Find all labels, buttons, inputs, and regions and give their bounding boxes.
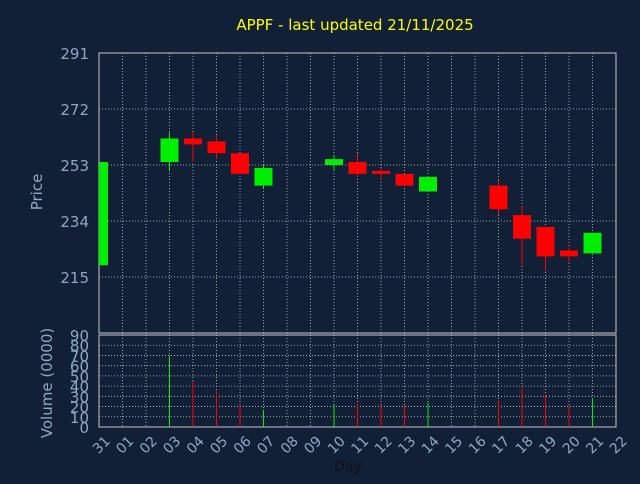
x-tick-label: 13 — [395, 433, 419, 457]
candle-body — [513, 215, 531, 239]
candle-body — [372, 170, 390, 174]
candle — [160, 132, 179, 171]
candle — [560, 247, 578, 263]
candle — [348, 153, 367, 177]
candle — [184, 132, 202, 163]
price-tick-label: 272 — [60, 101, 89, 119]
x-tick-label: 03 — [160, 433, 184, 457]
volume-axis-label: Volume (0000) — [38, 328, 56, 438]
x-tick-label: 18 — [513, 433, 537, 457]
volume-tick-label: 40 — [70, 378, 89, 396]
candle-body — [348, 162, 367, 174]
x-tick-label: 11 — [348, 433, 372, 457]
volume-tick-label: 20 — [70, 399, 89, 417]
x-tick-label: 07 — [254, 433, 278, 457]
candle-body — [325, 159, 343, 165]
volume-tick-label: 70 — [70, 347, 89, 365]
x-tick-label: 06 — [231, 433, 255, 457]
candle-body — [231, 153, 249, 174]
x-tick-label: 21 — [583, 433, 607, 457]
candle — [419, 176, 437, 192]
x-tick-label: 04 — [184, 433, 208, 457]
volume-tick-label: 60 — [70, 358, 89, 376]
chart-title: APPF - last updated 21/11/2025 — [236, 16, 473, 34]
volume-tick-label: 90 — [70, 327, 89, 345]
volume-tick-label: 30 — [70, 388, 89, 406]
x-tick-label: 31 — [90, 433, 114, 457]
volume-tick-label: 50 — [70, 368, 89, 386]
candle-body — [160, 138, 179, 163]
volume-tick-label: 10 — [70, 409, 89, 427]
price-tick-label: 215 — [60, 269, 89, 287]
price-axis-label: Price — [28, 174, 46, 211]
candle-body — [489, 185, 508, 210]
candle — [254, 165, 273, 189]
x-tick-label: 16 — [466, 433, 490, 457]
x-tick-label: 05 — [207, 433, 231, 457]
candle-body — [254, 167, 273, 186]
x-tick-label: 14 — [419, 433, 443, 457]
candle — [99, 162, 108, 266]
x-axis-label: Day — [334, 459, 362, 475]
candle-body — [184, 138, 202, 145]
candle — [536, 226, 555, 272]
candle — [583, 232, 602, 254]
price-tick-label: 291 — [60, 45, 89, 63]
x-tick-label: 20 — [560, 433, 584, 457]
x-tick-label: 22 — [607, 433, 631, 457]
price-tick-label: 253 — [60, 157, 89, 175]
candle-body — [419, 176, 437, 192]
x-tick-label: 09 — [301, 433, 325, 457]
x-tick-label: 15 — [442, 433, 466, 457]
x-tick-label: 02 — [137, 433, 161, 457]
candle-body — [99, 162, 108, 266]
x-tick-label: 12 — [372, 433, 396, 457]
candle-body — [560, 250, 578, 257]
candle — [513, 206, 531, 266]
candle — [325, 156, 343, 171]
volume-tick-label: 0 — [79, 419, 89, 437]
candle-body — [207, 141, 226, 154]
x-tick-label: 08 — [278, 433, 302, 457]
candle — [207, 135, 226, 160]
candle-body — [583, 232, 602, 254]
x-tick-label: 19 — [536, 433, 560, 457]
x-tick-label: 01 — [113, 433, 137, 457]
x-tick-label: 17 — [489, 433, 513, 457]
x-tick-label: 10 — [325, 433, 349, 457]
candle — [231, 153, 249, 174]
candle — [372, 167, 390, 180]
volume-tick-label: 80 — [70, 337, 89, 355]
candle — [395, 173, 414, 186]
candle-body — [536, 226, 555, 257]
price-tick-label: 234 — [60, 213, 89, 231]
candle — [489, 179, 508, 216]
candle-body — [395, 173, 414, 186]
